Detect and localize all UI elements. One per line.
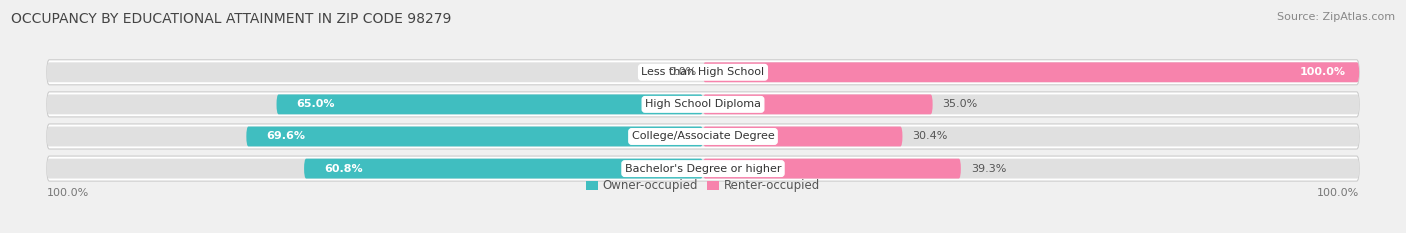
Text: 69.6%: 69.6%: [266, 131, 305, 141]
FancyBboxPatch shape: [46, 127, 1360, 146]
FancyBboxPatch shape: [304, 159, 703, 178]
Text: 0.0%: 0.0%: [668, 67, 696, 77]
FancyBboxPatch shape: [277, 94, 703, 114]
Text: 100.0%: 100.0%: [1301, 67, 1346, 77]
FancyBboxPatch shape: [46, 92, 1360, 117]
FancyBboxPatch shape: [46, 94, 1360, 114]
Text: 100.0%: 100.0%: [1317, 188, 1360, 199]
Text: Bachelor's Degree or higher: Bachelor's Degree or higher: [624, 164, 782, 174]
FancyBboxPatch shape: [46, 62, 1360, 82]
Text: 60.8%: 60.8%: [323, 164, 363, 174]
FancyBboxPatch shape: [703, 94, 932, 114]
Legend: Owner-occupied, Renter-occupied: Owner-occupied, Renter-occupied: [586, 179, 820, 192]
FancyBboxPatch shape: [46, 156, 1360, 181]
FancyBboxPatch shape: [703, 159, 960, 178]
Text: High School Diploma: High School Diploma: [645, 99, 761, 109]
FancyBboxPatch shape: [46, 159, 1360, 178]
Text: 30.4%: 30.4%: [912, 131, 948, 141]
Text: 65.0%: 65.0%: [297, 99, 335, 109]
Text: 100.0%: 100.0%: [46, 188, 89, 199]
FancyBboxPatch shape: [46, 124, 1360, 149]
Text: Less than High School: Less than High School: [641, 67, 765, 77]
Text: 35.0%: 35.0%: [942, 99, 977, 109]
FancyBboxPatch shape: [703, 62, 1360, 82]
FancyBboxPatch shape: [703, 127, 903, 146]
FancyBboxPatch shape: [46, 60, 1360, 85]
Text: College/Associate Degree: College/Associate Degree: [631, 131, 775, 141]
Text: 39.3%: 39.3%: [970, 164, 1007, 174]
FancyBboxPatch shape: [246, 127, 703, 146]
Text: OCCUPANCY BY EDUCATIONAL ATTAINMENT IN ZIP CODE 98279: OCCUPANCY BY EDUCATIONAL ATTAINMENT IN Z…: [11, 12, 451, 26]
Text: Source: ZipAtlas.com: Source: ZipAtlas.com: [1277, 12, 1395, 22]
